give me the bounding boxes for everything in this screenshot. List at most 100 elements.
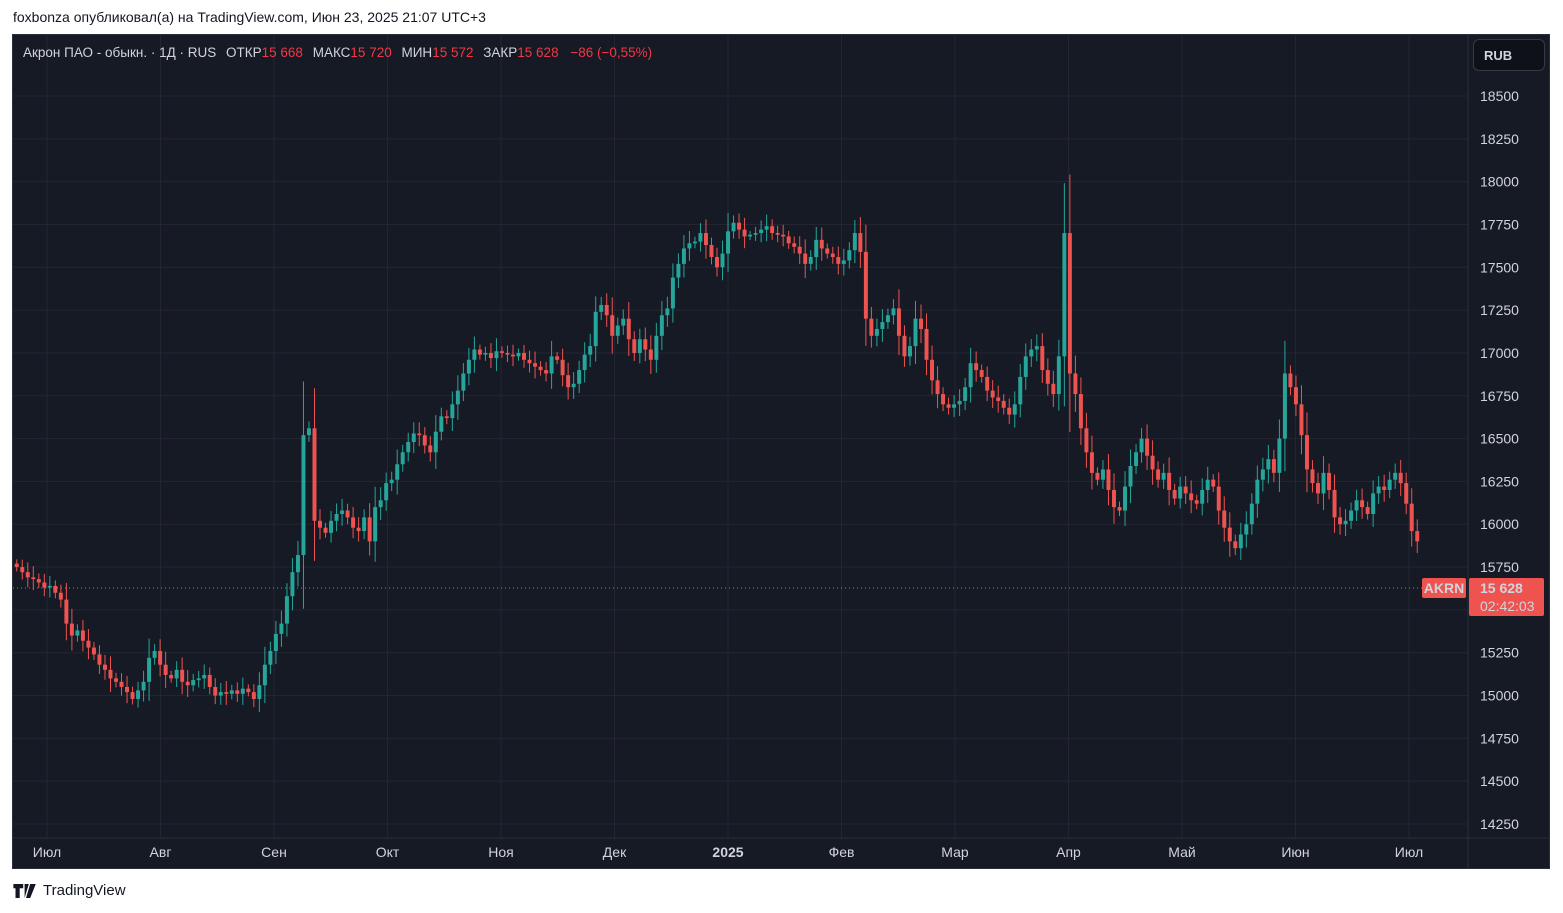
symbol-tag-bg	[1422, 577, 1466, 598]
candle	[753, 226, 758, 241]
candle-body	[384, 483, 389, 501]
candle-body	[748, 234, 753, 237]
candle	[759, 220, 764, 243]
candle	[698, 223, 703, 252]
candle-body	[1128, 465, 1133, 487]
candle	[444, 410, 449, 425]
candle	[36, 573, 41, 589]
candle-body	[378, 500, 383, 508]
candle-body	[632, 339, 637, 353]
candle	[659, 301, 664, 350]
symbol-description[interactable]: Акрон ПАО - обыкн. · 1Д · RUS	[23, 45, 217, 60]
candle	[1040, 333, 1045, 384]
candle	[1304, 412, 1309, 493]
price-axis[interactable]: 18500 18250 18000 17750 17500 17250 17000 16750…	[1480, 88, 1519, 832]
candle	[742, 217, 747, 249]
candle	[42, 573, 47, 597]
candle-body	[1299, 404, 1304, 436]
candle	[941, 387, 946, 412]
candle	[582, 342, 587, 383]
chart-frame[interactable]	[12, 34, 1550, 869]
candle-body	[152, 650, 157, 658]
candle-body	[670, 277, 675, 309]
candle-body	[1012, 404, 1017, 415]
candle-body	[1112, 489, 1116, 508]
candle-body	[753, 233, 758, 235]
candle-body	[770, 226, 775, 234]
candle	[114, 672, 118, 688]
candle-body	[1343, 520, 1348, 525]
candle-body	[130, 692, 135, 699]
candle-body	[279, 623, 284, 634]
candle-body	[1056, 356, 1061, 395]
candle	[648, 335, 653, 374]
candle	[1321, 456, 1326, 511]
candle	[207, 667, 212, 695]
candle	[433, 415, 438, 469]
currency-button[interactable]: RUB	[1473, 39, 1545, 71]
candle	[577, 360, 582, 394]
candle	[555, 352, 560, 365]
candle	[996, 385, 1001, 413]
candle-body	[792, 243, 797, 247]
candle	[919, 304, 923, 344]
candle-body	[47, 585, 52, 588]
candle	[80, 619, 85, 652]
candle	[626, 302, 631, 356]
candle-body	[819, 239, 824, 249]
candle	[1200, 478, 1205, 516]
candle-body	[1321, 472, 1326, 494]
candle	[621, 309, 626, 335]
candle-body	[1398, 472, 1403, 484]
candle-body	[781, 234, 786, 237]
candle	[869, 306, 874, 348]
open-label: ОТКР	[226, 45, 262, 60]
candle-body	[240, 688, 245, 694]
candle	[395, 449, 400, 495]
open-value: 15 668	[261, 45, 303, 60]
candle-body	[715, 257, 719, 268]
candle-body	[698, 233, 703, 242]
candle-body	[1271, 459, 1276, 473]
candle-body	[1409, 503, 1414, 532]
candle-body	[1007, 407, 1012, 415]
candle	[1343, 509, 1348, 536]
candle	[1271, 449, 1276, 483]
candle	[323, 522, 328, 538]
candle	[362, 509, 367, 540]
candle-body	[582, 354, 587, 371]
candle	[251, 684, 256, 707]
candle	[599, 296, 604, 320]
candle	[1365, 501, 1370, 520]
candle-body	[621, 318, 626, 326]
candle-body	[1349, 510, 1354, 521]
candle	[797, 236, 802, 265]
time-axis[interactable]: Июл Авг Сен Окт Ноя Дек 2025 Фев Мар Апр Май Июн Июл	[33, 844, 1423, 860]
candle-body	[417, 433, 422, 436]
time-tick-label: Июн	[1281, 844, 1309, 860]
candle	[1354, 489, 1359, 522]
candle	[979, 364, 984, 383]
candle	[692, 236, 697, 249]
candle-body	[1067, 233, 1072, 374]
candle	[191, 673, 196, 692]
candle-body	[1023, 356, 1028, 377]
candle-body	[759, 229, 764, 234]
candle	[417, 422, 422, 447]
candle-body	[1145, 438, 1150, 456]
candle-body	[1304, 435, 1309, 470]
candle	[1139, 428, 1144, 463]
candle-body	[69, 623, 74, 636]
candle-body	[1205, 479, 1210, 490]
candle-body	[351, 517, 356, 528]
candle	[1382, 474, 1387, 502]
candle-body	[329, 520, 334, 533]
footer-brand[interactable]: TradingView	[13, 882, 126, 899]
candle	[731, 215, 736, 239]
candle	[1117, 501, 1122, 517]
candle-body	[1354, 500, 1359, 511]
candle-body	[1156, 469, 1161, 480]
candle	[841, 248, 846, 276]
candle-body	[1045, 370, 1050, 384]
